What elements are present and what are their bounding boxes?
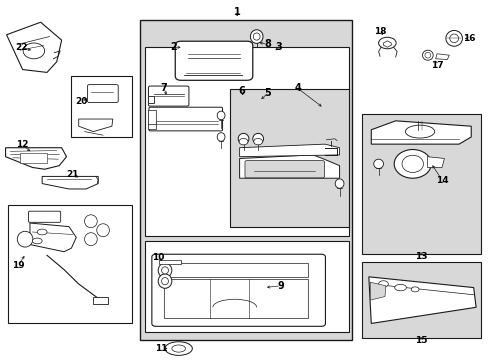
Ellipse shape [373, 159, 383, 168]
Ellipse shape [171, 345, 185, 352]
Ellipse shape [23, 43, 44, 59]
Ellipse shape [410, 287, 418, 292]
Polygon shape [5, 148, 66, 169]
Bar [148, 122, 156, 129]
Ellipse shape [32, 238, 42, 244]
Polygon shape [239, 155, 339, 178]
Ellipse shape [161, 278, 168, 285]
Polygon shape [30, 223, 76, 252]
Ellipse shape [422, 50, 432, 60]
FancyBboxPatch shape [148, 86, 188, 106]
Ellipse shape [253, 33, 260, 40]
Polygon shape [79, 119, 113, 132]
Bar [140, 21, 351, 339]
FancyBboxPatch shape [244, 161, 324, 178]
Bar [148, 96, 154, 103]
Ellipse shape [161, 267, 168, 274]
Bar [93, 297, 108, 304]
Text: 22: 22 [15, 43, 27, 52]
Polygon shape [239, 144, 339, 157]
Polygon shape [370, 121, 470, 144]
Bar [71, 76, 132, 137]
Ellipse shape [217, 111, 224, 120]
Ellipse shape [239, 138, 247, 145]
FancyBboxPatch shape [28, 211, 61, 222]
Text: 3: 3 [275, 42, 282, 51]
Polygon shape [427, 157, 444, 167]
Text: 2: 2 [170, 42, 176, 52]
Text: 11: 11 [155, 344, 167, 353]
Polygon shape [435, 54, 448, 59]
Ellipse shape [378, 37, 395, 49]
Ellipse shape [445, 31, 462, 46]
Ellipse shape [158, 274, 171, 288]
Text: 13: 13 [414, 252, 427, 261]
Bar [229, 89, 348, 226]
Ellipse shape [238, 134, 248, 144]
Text: 15: 15 [414, 336, 427, 345]
Ellipse shape [394, 284, 406, 291]
Text: 12: 12 [17, 140, 29, 149]
Ellipse shape [97, 224, 109, 237]
FancyBboxPatch shape [87, 85, 118, 103]
Ellipse shape [37, 229, 47, 235]
Ellipse shape [164, 342, 192, 355]
Text: 14: 14 [435, 176, 447, 185]
Ellipse shape [378, 281, 387, 287]
Text: 1: 1 [233, 7, 240, 17]
Text: 16: 16 [462, 34, 474, 43]
FancyBboxPatch shape [149, 107, 222, 131]
Bar [159, 260, 181, 264]
Bar [361, 262, 480, 338]
Ellipse shape [424, 52, 430, 58]
Ellipse shape [84, 233, 97, 246]
Text: 4: 4 [294, 83, 301, 93]
Text: 7: 7 [161, 83, 167, 93]
Text: 10: 10 [152, 253, 164, 262]
Text: 9: 9 [277, 281, 284, 291]
Bar [163, 263, 307, 277]
Ellipse shape [17, 231, 33, 247]
Bar [163, 279, 307, 318]
Ellipse shape [252, 134, 263, 144]
Text: 5: 5 [264, 88, 271, 98]
Bar [361, 114, 480, 253]
Bar [8, 205, 132, 323]
Ellipse shape [84, 215, 97, 228]
Bar [144, 241, 348, 332]
Text: 17: 17 [430, 61, 443, 70]
Bar [20, 153, 47, 163]
Ellipse shape [250, 30, 263, 43]
Bar [148, 110, 156, 124]
Text: 8: 8 [264, 40, 271, 49]
Ellipse shape [393, 149, 430, 178]
Text: 19: 19 [12, 261, 24, 270]
Ellipse shape [217, 133, 224, 141]
Polygon shape [383, 41, 390, 47]
Polygon shape [6, 22, 61, 72]
Bar [144, 47, 348, 235]
Ellipse shape [401, 155, 423, 172]
FancyBboxPatch shape [152, 254, 325, 326]
Text: 21: 21 [66, 171, 79, 180]
Text: 6: 6 [238, 86, 245, 96]
Text: 20: 20 [75, 96, 87, 105]
Ellipse shape [405, 125, 434, 138]
Ellipse shape [334, 179, 343, 188]
Polygon shape [42, 176, 98, 189]
FancyBboxPatch shape [175, 41, 252, 80]
Ellipse shape [449, 34, 458, 42]
Text: 18: 18 [373, 27, 386, 36]
Polygon shape [368, 277, 475, 323]
Polygon shape [369, 282, 385, 300]
Ellipse shape [158, 263, 171, 278]
Ellipse shape [253, 138, 262, 145]
